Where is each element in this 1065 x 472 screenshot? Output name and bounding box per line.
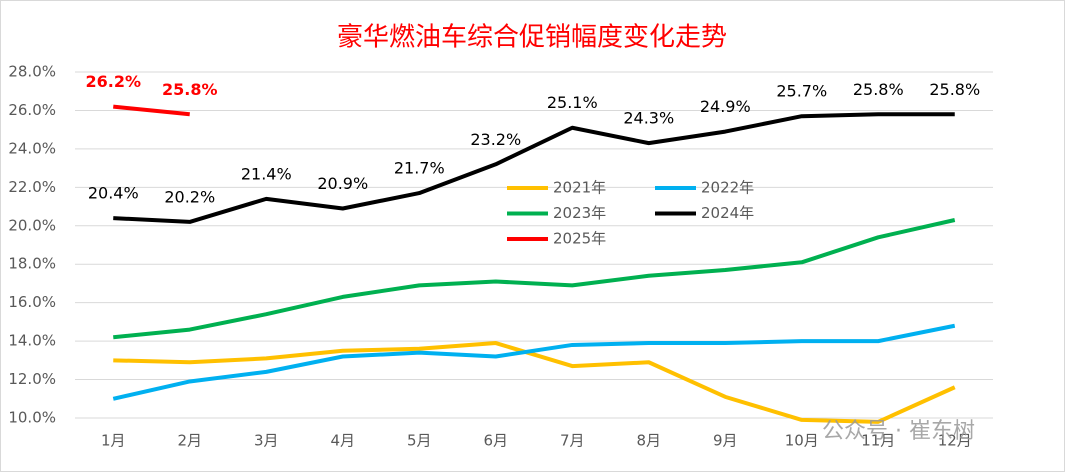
- data-label: 24.9%: [700, 97, 751, 116]
- x-tick-label: 10月: [785, 432, 819, 450]
- data-label: 25.8%: [853, 80, 904, 99]
- data-label: 20.9%: [317, 174, 368, 193]
- x-tick-label: 6月: [483, 432, 508, 450]
- series-line: [113, 104, 190, 117]
- x-tick-label: 11月: [861, 432, 895, 450]
- chart-title: 豪华燃油车综合促销幅度变化走势: [337, 23, 727, 53]
- legend-label: 2023年: [553, 204, 606, 222]
- x-tick-label: 1月: [101, 432, 126, 450]
- x-tick-label: 9月: [713, 432, 738, 450]
- y-tick-label: 26.0%: [8, 101, 56, 119]
- x-tick-label: 4月: [330, 432, 355, 450]
- legend-label: 2021年: [553, 179, 606, 197]
- series-line: [113, 218, 956, 340]
- y-tick-label: 10.0%: [8, 409, 56, 427]
- legend-label: 2022年: [701, 179, 754, 197]
- labels: 10.0% 12.0% 14.0% 16.0% 18.0% 20.0% 22.0% 24.0%…: [8, 63, 980, 450]
- watermark: 公众号 · 崔东树: [822, 419, 975, 444]
- y-tick-label: 12.0%: [8, 370, 56, 388]
- series-line: [113, 112, 955, 224]
- legend-label: 2025年: [553, 230, 606, 248]
- x-tick-label: 8月: [636, 432, 661, 450]
- y-tick-label: 22.0%: [8, 178, 56, 196]
- series-line: [113, 341, 956, 424]
- x-tick-label: 2月: [177, 432, 202, 450]
- y-tick-label: 18.0%: [8, 255, 56, 273]
- data-label: 21.4%: [241, 164, 292, 183]
- data-label: 25.7%: [776, 82, 827, 101]
- data-label: 20.4%: [88, 184, 139, 203]
- data-label: 26.2%: [85, 72, 141, 91]
- data-label: 25.8%: [929, 80, 980, 99]
- y-tick-label: 16.0%: [8, 293, 56, 311]
- y-tick-label: 28.0%: [8, 63, 56, 81]
- x-tick-label: 5月: [407, 432, 432, 450]
- x-tick-label: 3月: [254, 432, 279, 450]
- data-label: 25.8%: [162, 80, 218, 99]
- y-tick-label: 24.0%: [8, 139, 56, 157]
- data-label: 23.2%: [470, 130, 521, 149]
- data-label: 25.1%: [547, 93, 598, 112]
- lines: [112, 104, 956, 424]
- data-label: 24.3%: [623, 109, 674, 128]
- data-label: 21.7%: [394, 159, 445, 178]
- y-tick-label: 14.0%: [8, 332, 56, 350]
- series-line: [112, 323, 956, 401]
- grid: [75, 71, 993, 419]
- data-label: 20.2%: [164, 187, 215, 206]
- y-tick-label: 20.0%: [8, 216, 56, 234]
- legend-label: 2024年: [701, 204, 754, 222]
- x-tick-label: 7月: [560, 432, 585, 450]
- x-tick-label: 12月: [938, 432, 972, 450]
